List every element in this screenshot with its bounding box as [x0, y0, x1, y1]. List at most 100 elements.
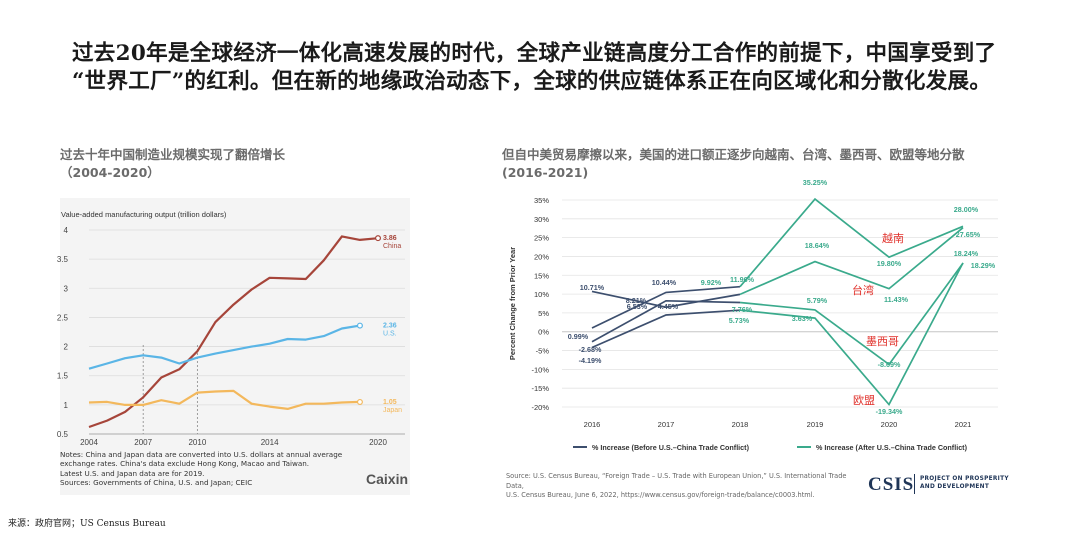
y-tick-label: 1.5 [57, 372, 69, 381]
y-tick-label: 25% [534, 234, 549, 243]
csis-logo: CSIS [868, 474, 915, 495]
y-tick-label: 1 [64, 401, 69, 410]
y-tick-label: 30% [534, 215, 549, 224]
y-tick-label: 4 [64, 226, 69, 235]
series-name-label: Japan [383, 407, 402, 414]
series-end-value: 3.86 [383, 235, 397, 242]
series-end-marker [356, 398, 363, 405]
headline-line-2: “世界工厂”的红利。但在新的地缘政治动态下，全球的供应链体系正在向区域化和分散化… [72, 69, 992, 94]
y-tick-label: -20% [531, 403, 549, 412]
data-label: 7.76% [732, 305, 753, 314]
data-label: 4.45% [658, 302, 679, 311]
y-tick-label: 5% [538, 309, 549, 318]
data-label: 10.71% [580, 283, 605, 292]
series-end-value: 2.36 [383, 323, 397, 330]
data-label: -4.19% [579, 356, 602, 365]
country-callout: 越南 [882, 231, 904, 245]
series-line-before [591, 290, 741, 309]
note-line: exchange rates. China's data exclude Hon… [60, 459, 310, 469]
right-chart-source: Source: U.S. Census Bureau, “Foreign Tra… [506, 472, 866, 501]
series-line-us [88, 324, 361, 370]
y-tick-label: 0.5 [57, 430, 69, 439]
series-line-japan [88, 389, 360, 410]
legend-label-before: % Increase (Before U.S.–China Trade Conf… [592, 443, 750, 452]
data-label: 10.44% [652, 278, 677, 287]
series-line-after [739, 262, 964, 366]
y-tick-label: 0% [538, 328, 549, 337]
left-title-line-1: 过去十年中国制造业规模实现了翻倍增长 [60, 147, 286, 162]
data-label: 18.29% [971, 261, 996, 270]
data-label: 18.64% [805, 241, 830, 250]
csis-tagline-line-2: AND DEVELOPMENT [920, 483, 990, 490]
legend-label-after: % Increase (After U.S.–China Trade Confl… [816, 443, 968, 452]
country-callout: 欧盟 [853, 394, 875, 407]
csis-tagline: PROJECT ON PROSPERITY AND DEVELOPMENT [920, 476, 1009, 491]
x-tick-label: 2007 [134, 438, 152, 447]
data-label: 0.99% [568, 332, 589, 341]
caixin-logo: Caixin [366, 471, 409, 487]
x-tick-label: 2020 [369, 438, 387, 447]
source-line: U.S. Census Bureau, June 6, 2022, https:… [506, 491, 815, 499]
footer-source: 来源：政府官网；US Census Bureau [8, 519, 166, 529]
data-label: 8.21% [626, 296, 647, 305]
y-axis-title: Percent Change from Prior Year [508, 247, 517, 360]
data-label: 27.65% [956, 230, 981, 239]
data-label: 5.73% [729, 316, 750, 325]
y-tick-label: -5% [536, 347, 550, 356]
right-title-line-2: (2016-2021) [502, 165, 589, 180]
data-label: 18.24% [954, 249, 979, 258]
series-line-after [739, 262, 964, 407]
series-end-value: 1.05 [383, 399, 397, 406]
country-callout: 台湾 [852, 283, 874, 297]
data-label: 11.43% [884, 295, 909, 304]
data-label: 3.63% [792, 314, 813, 323]
series-end-marker [356, 322, 363, 329]
series-line-china [88, 235, 379, 429]
x-tick-label: 2019 [807, 420, 824, 429]
data-label: -2.68% [579, 345, 602, 354]
series-name-label: China [383, 243, 401, 250]
data-label: 6.53% [627, 302, 648, 311]
y-tick-label: 15% [534, 271, 549, 280]
x-tick-label: 2014 [261, 438, 279, 447]
note-line: Sources: Governments of China, U.S. and … [60, 478, 253, 488]
source-line: Source: U.S. Census Bureau, “Foreign Tra… [506, 472, 847, 490]
x-tick-label: 2004 [80, 438, 98, 447]
series-line-after [739, 197, 964, 288]
y-tick-label: 3.5 [57, 255, 69, 264]
y-tick-label: 2.5 [57, 313, 69, 322]
y-tick-label: 3 [64, 284, 69, 293]
x-tick-label: 2017 [658, 420, 675, 429]
x-tick-label: 2021 [955, 420, 972, 429]
note-line: Notes: China and Japan data are converte… [60, 450, 343, 459]
series-line-before [591, 299, 741, 343]
series-line-after [739, 227, 964, 296]
x-tick-label: 2016 [584, 420, 601, 429]
series-name-label: U.S. [383, 331, 397, 338]
y-axis-title: Value-added manufacturing output (trilli… [61, 210, 227, 219]
data-label: 35.25% [803, 178, 828, 187]
y-tick-label: 10% [534, 290, 549, 299]
headline: 过去20年是全球经济一体化高速发展的时代，全球产业链高度分工合作的前提下，中国享… [72, 40, 1032, 96]
data-label: 28.00% [954, 205, 979, 214]
left-chart-notes: Notes: China and Japan data are converte… [60, 450, 380, 488]
country-callout: 墨西哥 [866, 335, 899, 348]
y-tick-label: -15% [531, 384, 549, 393]
csis-divider [914, 474, 915, 494]
data-label: 9.92% [701, 278, 722, 287]
y-tick-label: 2 [64, 343, 69, 352]
left-title-line-2: （2004-2020） [60, 165, 160, 180]
data-label: 5.79% [807, 296, 828, 305]
x-tick-label: 2010 [188, 438, 206, 447]
y-tick-label: -10% [531, 365, 549, 374]
y-tick-label: 35% [534, 196, 549, 205]
right-title-line-1: 但自中美贸易摩擦以来，美国的进口额正逐步向越南、台湾、墨西哥、欧盟等地分散 [502, 147, 965, 162]
y-tick-label: 20% [534, 252, 549, 261]
csis-tagline-line-1: PROJECT ON PROSPERITY [920, 476, 1009, 482]
series-end-marker [375, 235, 382, 242]
data-label: -8.69% [878, 360, 901, 369]
data-label: 19.80% [877, 259, 902, 268]
series-line-before [591, 285, 741, 329]
